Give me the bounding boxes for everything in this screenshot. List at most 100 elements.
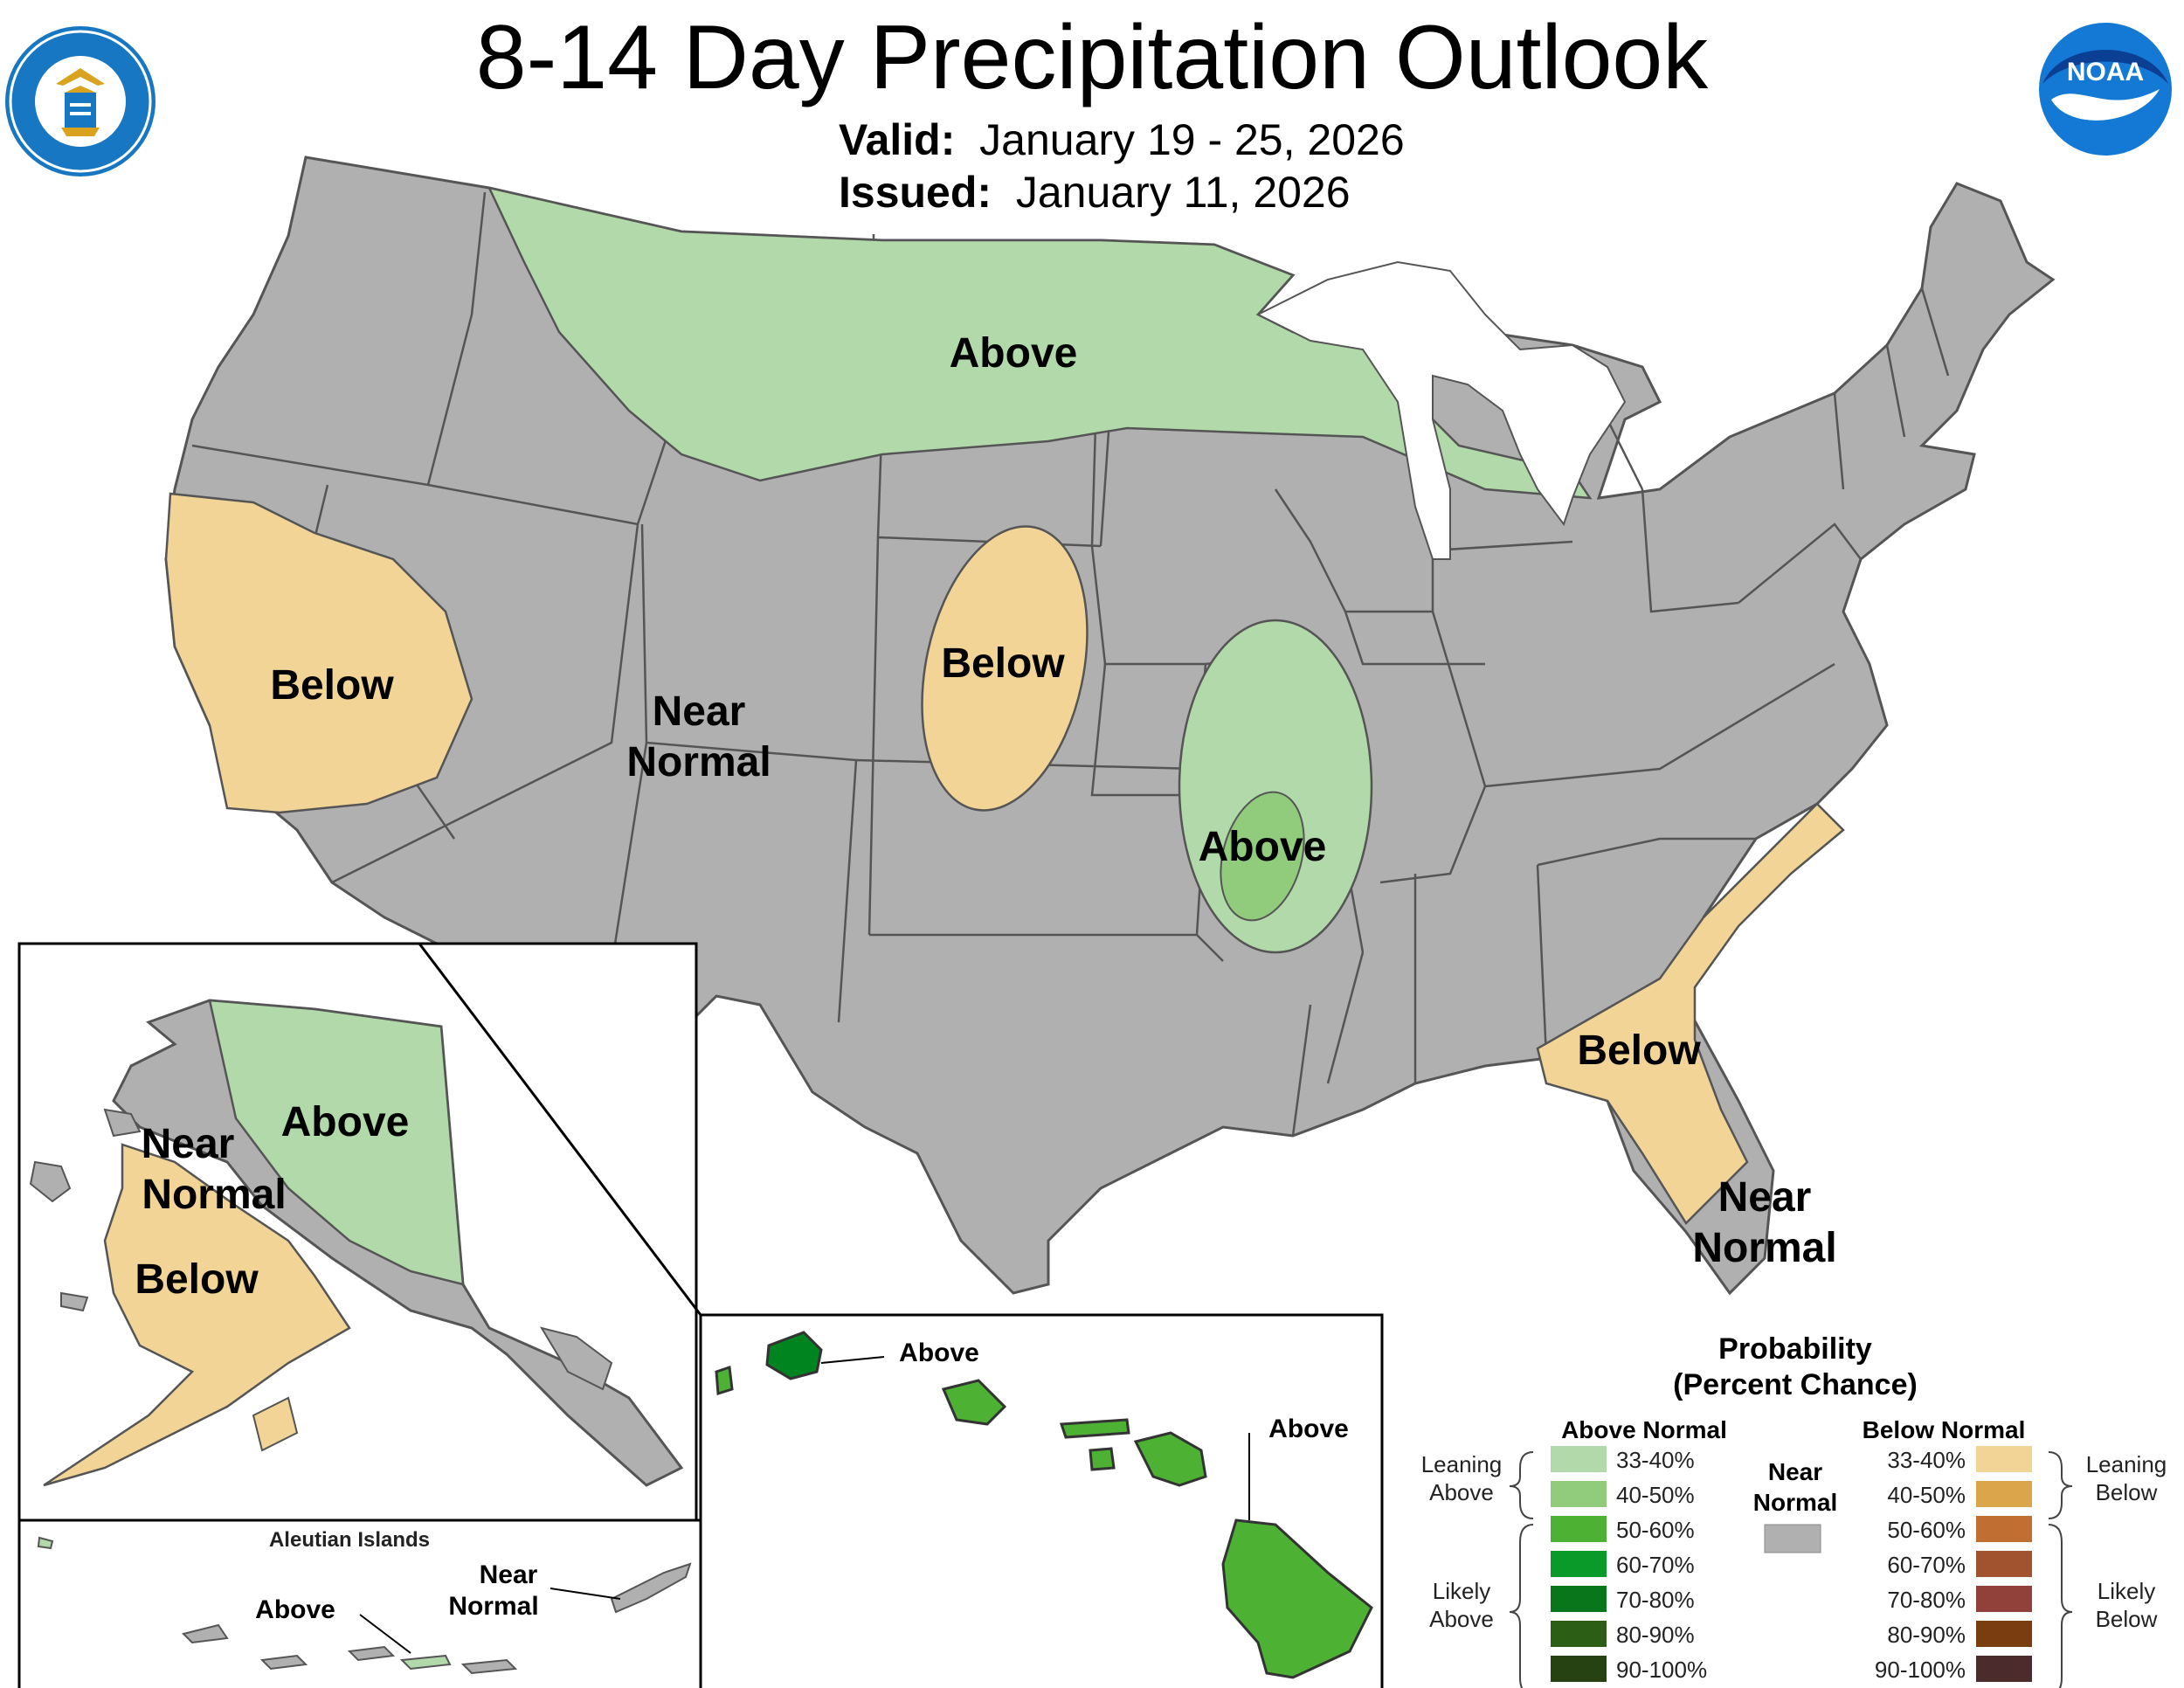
- aleutians-above-label: Above: [255, 1595, 335, 1624]
- legend-above-swatch-2: [1551, 1481, 1607, 1507]
- lanai-island: [1089, 1447, 1116, 1471]
- legend-below-label-5: 70-80%: [1887, 1587, 1966, 1613]
- near-normal-label-line1: Near: [653, 688, 746, 735]
- central-below-region: [921, 525, 1089, 812]
- commerce-seal-logo: [5, 26, 156, 176]
- aleutians-near-pointer: [549, 1588, 621, 1600]
- legend-above-bins: 33-40% 40-50% 50-60% 60-70% 70-80% 80-90% 90-1…: [1551, 1446, 1707, 1683]
- legend-below-swatch-7: [1976, 1656, 2032, 1682]
- valid-line: Valid: January 19 - 25, 2026: [839, 114, 1405, 166]
- florida-near-label-line1: Near: [1718, 1174, 1812, 1221]
- alaska-below-label: Below: [135, 1256, 259, 1303]
- legend-near-line1: Near: [1768, 1458, 1822, 1485]
- aleutians-title: Aleutian Islands: [269, 1528, 430, 1552]
- hawaii-kauai-pointer: [820, 1356, 885, 1364]
- valid-label: Valid:: [839, 115, 956, 164]
- legend-below-label-6: 80-90%: [1887, 1622, 1966, 1648]
- inset-connector-line: [418, 943, 702, 1316]
- maui-island: [1133, 1431, 1207, 1487]
- southeast-below-label: Below: [1577, 1027, 1701, 1074]
- molokai-island: [1059, 1418, 1130, 1439]
- south-above-label: Above: [1199, 824, 1327, 870]
- legend-above-swatch-7: [1551, 1656, 1607, 1682]
- legend-below-swatch-5: [1976, 1586, 2032, 1612]
- legend-above-label-7: 90-100%: [1616, 1657, 1707, 1683]
- legend-leaning-above-line2: Above: [1429, 1479, 1494, 1505]
- legend-below-swatch-1: [1976, 1446, 2032, 1472]
- legend-above-label-5: 70-80%: [1616, 1587, 1695, 1613]
- legend-title-line2: (Percent Chance): [1673, 1368, 1918, 1401]
- north-above-region: [487, 186, 1593, 500]
- hawaii-kauai-label: Above: [899, 1339, 979, 1367]
- legend-likely-below-line2: Below: [2096, 1606, 2158, 1632]
- alaska-islands: [29, 1108, 613, 1391]
- map-title: 8-14 Day Precipitation Outlook: [475, 7, 1709, 108]
- aleutian-islands: [37, 1536, 692, 1675]
- legend-above-label-6: 80-90%: [1616, 1622, 1695, 1648]
- legend-above-swatch-5: [1551, 1586, 1607, 1612]
- legend-above-label-1: 33-40%: [1616, 1447, 1695, 1473]
- aleutians-above-pointer: [359, 1614, 411, 1654]
- legend-below-label-7: 90-100%: [1875, 1657, 1966, 1683]
- legend-below-swatch-3: [1976, 1516, 2032, 1542]
- legend-above-label-3: 50-60%: [1616, 1517, 1695, 1543]
- valid-dates: January 19 - 25, 2026: [979, 115, 1405, 164]
- oahu-island: [941, 1379, 1007, 1426]
- legend-below-label-2: 40-50%: [1887, 1482, 1966, 1508]
- big-island: [1221, 1519, 1373, 1679]
- legend-above-label-4: 60-70%: [1616, 1552, 1695, 1578]
- legend-below-header: Below Normal: [1863, 1416, 2026, 1443]
- legend-above-swatch-1: [1551, 1446, 1607, 1472]
- legend-above-swatch-6: [1551, 1621, 1607, 1647]
- legend-likely-above-line2: Above: [1429, 1606, 1494, 1632]
- legend-below-swatch-4: [1976, 1551, 2032, 1577]
- aleutians-near-label-line1: Near: [480, 1560, 538, 1589]
- legend: Probability (Percent Chance) Above Norma…: [1421, 1332, 2167, 1688]
- issued-label: Issued:: [839, 168, 992, 217]
- legend-likely-above-line1: Likely: [1433, 1578, 1490, 1604]
- issued-date: January 11, 2026: [1015, 168, 1351, 217]
- legend-leaning-above-line1: Leaning: [1421, 1451, 1503, 1477]
- kauai-island: [765, 1331, 823, 1380]
- legend-brackets: [1509, 1451, 2073, 1688]
- legend-title-line1: Probability: [1718, 1332, 1872, 1366]
- hawaii-big-island-label: Above: [1268, 1415, 1349, 1443]
- hawaii-islands: [715, 1331, 1373, 1679]
- noaa-logo: NOAA: [2039, 23, 2172, 156]
- alaska-near-label-line2: Normal: [142, 1172, 286, 1218]
- west-below-region: [164, 492, 473, 814]
- near-normal-label-line2: Normal: [626, 739, 771, 785]
- legend-below-swatch-6: [1976, 1621, 2032, 1647]
- legend-above-swatch-3: [1551, 1516, 1607, 1542]
- alaska-peninsula-below: [252, 1396, 299, 1452]
- alaska-above-region: [208, 999, 465, 1286]
- florida-near-label-line2: Normal: [1692, 1225, 1836, 1271]
- alaska-below-region: [43, 1143, 351, 1487]
- west-below-label: Below: [270, 662, 394, 709]
- alaska-above-label: Above: [281, 1099, 410, 1145]
- legend-above-label-2: 40-50%: [1616, 1482, 1695, 1508]
- great-lakes: [1255, 260, 1627, 560]
- legend-near-swatch: [1764, 1524, 1821, 1553]
- south-above-core: [1220, 791, 1305, 922]
- legend-below-label-1: 33-40%: [1887, 1447, 1966, 1473]
- noaa-logo-text: NOAA: [2067, 58, 2144, 86]
- north-above-label: Above: [950, 330, 1078, 377]
- legend-below-bins: 33-40% 40-50% 50-60% 60-70% 70-80% 80-90% 90-1…: [1875, 1446, 2032, 1683]
- legend-below-swatch-2: [1976, 1481, 2032, 1507]
- legend-above-header: Above Normal: [1561, 1416, 1727, 1443]
- legend-below-label-3: 50-60%: [1887, 1517, 1966, 1543]
- alaska-near-label-line1: Near: [142, 1121, 235, 1167]
- southeast-below-region: [1536, 802, 1845, 1225]
- legend-below-label-4: 60-70%: [1887, 1552, 1966, 1578]
- central-below-label: Below: [941, 640, 1065, 687]
- issued-line: Issued: January 11, 2026: [839, 166, 1351, 218]
- legend-likely-below-line1: Likely: [2098, 1578, 2155, 1604]
- legend-leaning-below-line1: Leaning: [2086, 1451, 2167, 1477]
- legend-above-swatch-4: [1551, 1551, 1607, 1577]
- legend-leaning-below-line2: Below: [2096, 1479, 2158, 1505]
- niihau-island: [715, 1365, 734, 1395]
- legend-near-line2: Normal: [1753, 1489, 1837, 1516]
- aleutians-near-label-line2: Normal: [448, 1592, 538, 1621]
